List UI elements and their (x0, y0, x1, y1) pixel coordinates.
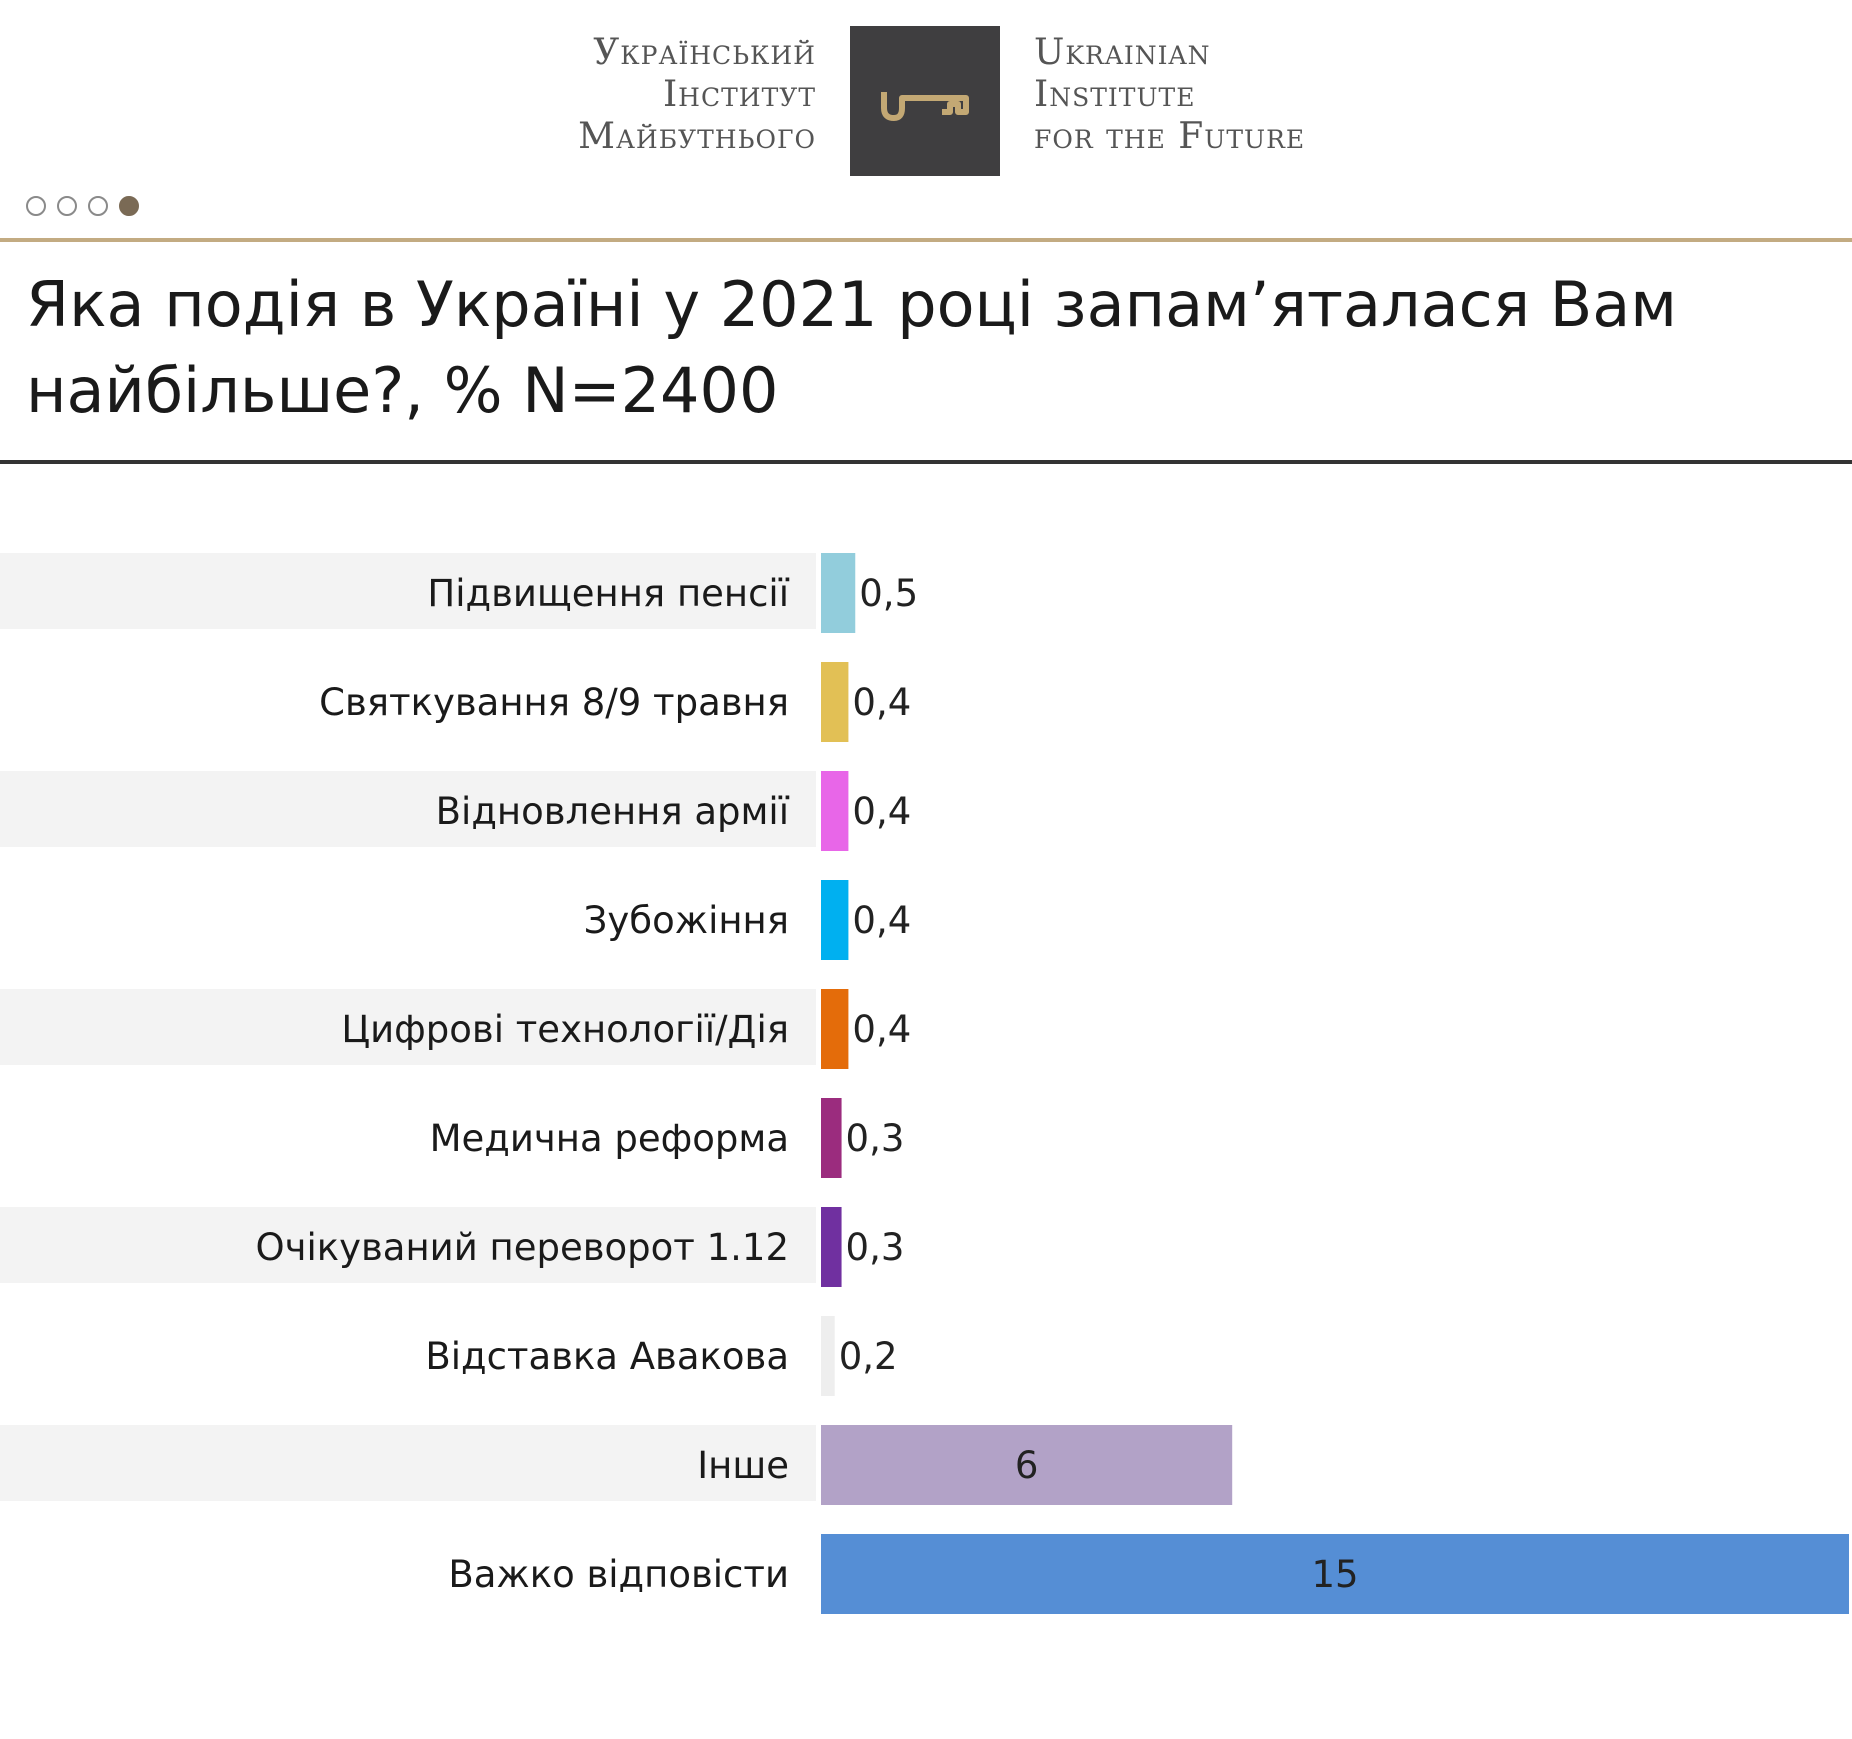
data-label: 0,4 (852, 899, 911, 942)
bar (821, 1098, 842, 1178)
pagination-dot[interactable] (57, 196, 77, 216)
bar (821, 1207, 842, 1287)
pagination-dot[interactable] (26, 196, 46, 216)
logo-en-line-1: Ukrainian (1034, 32, 1211, 73)
bar (821, 1534, 1849, 1614)
data-label: 0,3 (846, 1117, 905, 1160)
data-label: 0,4 (852, 681, 911, 724)
category-label: Підвищення пенсії (427, 572, 789, 615)
data-label: 0,5 (859, 572, 918, 615)
row-stripe (0, 1207, 816, 1283)
title-divider (0, 460, 1852, 464)
logo-ua-line-2: Інститут (662, 74, 816, 115)
row-stripe (0, 1425, 816, 1501)
bar (821, 880, 849, 960)
bar-chart: Підвищення пенсії 0,5 Святкування 8/9 трав… (0, 553, 1849, 1614)
category-label: Інше (697, 1444, 789, 1487)
category-label: Цифрові технології/Дія (341, 1008, 789, 1051)
logo-ua-line-1: Український (593, 32, 816, 73)
chart-title: Яка подія в Україні у 2021 році запам’ят… (26, 268, 1678, 427)
data-label: 6 (1015, 1444, 1039, 1487)
logo-en-line-3: for the Future (1034, 116, 1306, 157)
category-label: Відновлення армії (436, 790, 790, 833)
bar (821, 1425, 1233, 1505)
pagination-dot[interactable] (88, 196, 108, 216)
pagination-dot-active[interactable] (119, 196, 139, 216)
header: Український Інститут Майбутнього Ukraini… (0, 0, 1852, 242)
category-label: Святкування 8/9 травня (319, 681, 789, 724)
bar (821, 1316, 835, 1396)
bar (821, 553, 856, 633)
bar (821, 989, 849, 1069)
logo-text-english: Ukrainian Institute for the Future (1034, 32, 1394, 158)
category-label: Зубожіння (584, 899, 789, 942)
data-label: 0,3 (846, 1226, 905, 1269)
slide-pagination (26, 196, 139, 216)
row-stripe (0, 771, 816, 847)
row-stripe (0, 553, 816, 629)
bar (821, 771, 849, 851)
data-label: 0,2 (839, 1335, 898, 1378)
category-label: Важко відповісти (448, 1553, 789, 1596)
category-label: Очікуваний переворот 1.12 (255, 1226, 789, 1269)
data-label: 0,4 (852, 790, 911, 833)
category-label: Відставка Авакова (425, 1335, 789, 1378)
key-icon (850, 26, 1000, 176)
bar (821, 662, 849, 742)
logo-ua-line-3: Майбутнього (578, 116, 816, 157)
logo-en-line-2: Institute (1034, 74, 1196, 115)
category-label: Медична реформа (430, 1117, 789, 1160)
logo-text-ukrainian: Український Інститут Майбутнього (480, 32, 816, 158)
row-stripe (0, 989, 816, 1065)
data-label: 0,4 (852, 1008, 911, 1051)
data-label: 15 (1311, 1553, 1358, 1596)
header-divider (0, 238, 1852, 242)
